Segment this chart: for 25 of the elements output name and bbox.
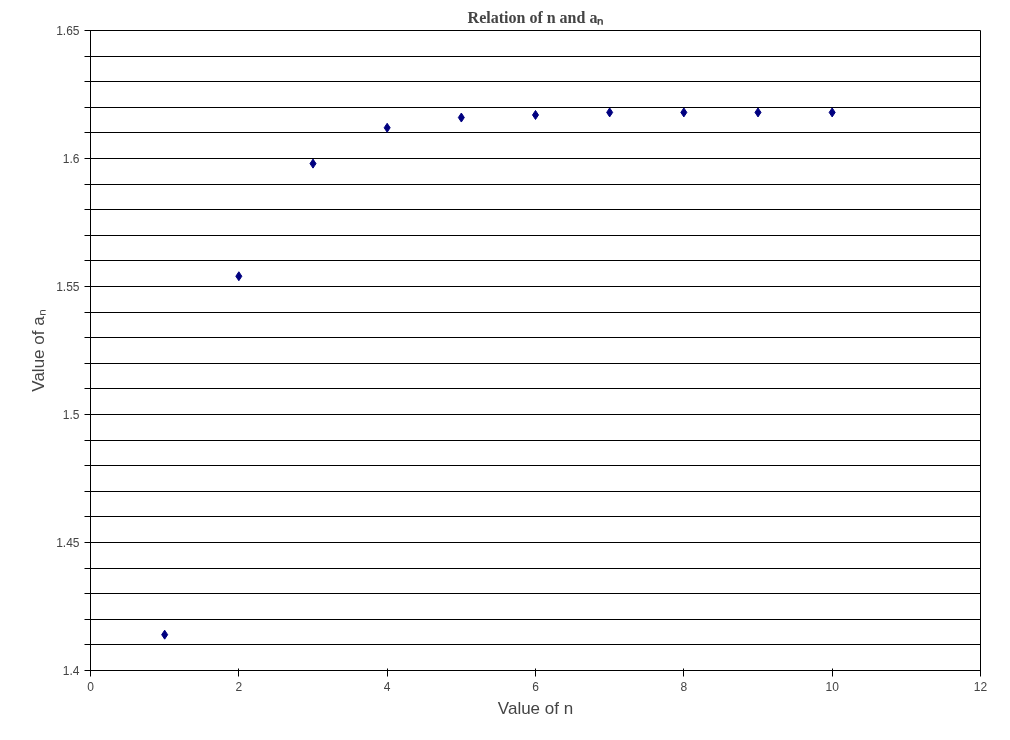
x-tick-label: 4 — [383, 679, 391, 694]
point — [309, 158, 317, 169]
point — [828, 107, 836, 118]
x-tick-label: 6 — [532, 679, 540, 694]
y-tick-label: 1.55 — [56, 280, 80, 294]
point — [383, 122, 391, 133]
y-axis-title: Value of aₙ — [29, 309, 49, 392]
x-tick-label: 2 — [235, 679, 243, 694]
point — [161, 629, 169, 640]
x-tick-label: 10 — [825, 679, 840, 694]
x-axis-title: Value of n — [497, 698, 574, 718]
y-tick-label: 1.65 — [56, 24, 80, 38]
y-tick-label: 1.4 — [62, 664, 80, 678]
point — [235, 271, 243, 282]
x-tick-label: 0 — [87, 679, 95, 694]
y-tick-label: 1.45 — [56, 536, 80, 550]
y-tick-label: 1.6 — [62, 152, 80, 166]
chart-title: Relation of n and aₙ — [467, 8, 604, 26]
point — [754, 107, 762, 118]
x-tick-label: 8 — [680, 679, 688, 694]
y-tick-label: 1.5 — [62, 408, 80, 422]
point — [606, 107, 614, 118]
point — [457, 112, 465, 123]
point — [680, 107, 688, 118]
x-tick-label: 12 — [973, 679, 988, 694]
